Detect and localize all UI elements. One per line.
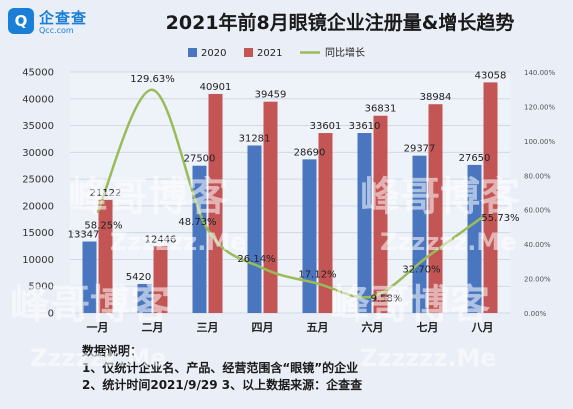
- data-label-2020-四月: 31281: [239, 133, 271, 144]
- bar-2020-六月: [357, 132, 372, 313]
- y-right-tick-label: 140.00%: [524, 69, 555, 77]
- y-left-tick-label: 40000: [22, 94, 54, 105]
- bar-2021-七月: [428, 104, 443, 313]
- data-label-2020-七月: 29377: [404, 144, 436, 155]
- y-left-tick-label: 5000: [29, 282, 54, 293]
- growth-label-五月: 17.12%: [298, 270, 336, 281]
- data-notes: 数据说明： 1、仅统计企业名、产品、经营范围含“眼镜”的企业 2、统计时间202…: [82, 343, 562, 394]
- y-left-tick-label: 25000: [22, 175, 54, 186]
- growth-line: [96, 88, 484, 299]
- data-label-2020-二月: 5420: [126, 272, 151, 283]
- qcc-logo: Q 企查查 Qcc.com: [8, 6, 118, 40]
- qcc-logo-icon: Q: [8, 8, 34, 34]
- y-left-tick-label: 10000: [22, 255, 54, 266]
- data-label-2021-五月: 33601: [310, 121, 342, 132]
- chart-title: 2021年前8月眼镜企业注册量&增长趋势: [165, 12, 515, 34]
- growth-label-四月: 26.14%: [237, 254, 275, 265]
- x-tick-label: 八月: [471, 321, 494, 334]
- growth-label-二月: 129.63%: [130, 74, 175, 85]
- bar-2020-七月: [412, 155, 427, 313]
- data-label-2020-八月: 27650: [459, 153, 491, 164]
- x-tick-label: 二月: [142, 321, 164, 334]
- growth-label-七月: 32.70%: [402, 265, 440, 276]
- legend-label-2020: 2020: [201, 48, 226, 59]
- bar-2021-三月: [208, 93, 223, 313]
- growth-label-六月: 9.58%: [371, 294, 403, 305]
- x-tick-label: 七月: [417, 320, 439, 334]
- bar-2020-二月: [137, 283, 152, 313]
- data-label-2020-六月: 33610: [349, 121, 381, 132]
- y-left-tick-label: 20000: [22, 201, 54, 212]
- bar-2021-一月: [98, 199, 113, 313]
- data-label-2021-四月: 39459: [255, 90, 287, 101]
- x-tick-label: 五月: [307, 321, 329, 334]
- data-label-2021-八月: 43058: [475, 70, 507, 81]
- notes-line-1: 1、仅统计企业名、产品、经营范围含“眼镜”的企业: [82, 361, 359, 375]
- bar-2021-八月: [483, 82, 498, 314]
- y-left-tick-label: 0: [48, 309, 54, 320]
- legend-label-2021: 2021: [257, 48, 282, 59]
- x-tick-label: 一月: [87, 321, 109, 334]
- notes-heading: 数据说明：: [82, 344, 143, 358]
- bar-2021-二月: [153, 246, 168, 313]
- y-right-tick-label: 20.00%: [524, 276, 551, 284]
- bar-2020-三月: [192, 165, 207, 313]
- logo-name: 企查查: [39, 9, 88, 27]
- growth-label-八月: 55.73%: [481, 213, 519, 224]
- x-tick-label: 四月: [252, 321, 274, 334]
- qcc-logo-letter: Q: [14, 12, 28, 30]
- data-label-2021-一月: 21122: [90, 188, 122, 199]
- y-right-tick-label: 40.00%: [524, 241, 551, 249]
- x-tick-label: 六月: [362, 320, 384, 334]
- bar-2021-六月: [373, 115, 388, 313]
- x-tick-label: 三月: [197, 321, 219, 334]
- bar-2021-四月: [263, 101, 278, 313]
- data-label-2020-一月: 13347: [68, 230, 100, 241]
- y-right-tick-label: 80.00%: [524, 172, 551, 180]
- bar-2020-八月: [467, 164, 482, 313]
- data-label-2021-七月: 38984: [420, 92, 452, 103]
- y-left-tick-label: 35000: [22, 121, 54, 132]
- bar-2021-五月: [318, 133, 333, 313]
- bar-2020-四月: [247, 145, 262, 313]
- data-label-2021-六月: 36831: [365, 104, 397, 115]
- data-label-2021-二月: 12446: [145, 234, 177, 245]
- bar-2020-五月: [302, 159, 317, 313]
- legend-label-growth: 同比增长: [325, 46, 365, 59]
- notes-line-2: 2、统计时间2021/9/29 3、以上数据来源：企查查: [82, 378, 363, 392]
- data-label-2021-三月: 40901: [200, 82, 232, 93]
- y-left-tick-label: 30000: [22, 148, 54, 159]
- legend-swatch-2020: [188, 48, 197, 57]
- logo-url: Qcc.com: [39, 26, 74, 35]
- growth-label-三月: 48.73%: [178, 217, 216, 228]
- y-left-tick-label: 45000: [22, 68, 54, 79]
- y-right-tick-label: 60.00%: [524, 207, 551, 215]
- legend-swatch-2021: [244, 48, 253, 57]
- data-label-2020-三月: 27500: [184, 154, 216, 165]
- growth-label-一月: 58.25%: [84, 221, 122, 232]
- y-left-tick-label: 15000: [22, 228, 54, 239]
- y-right-tick-label: 0.00%: [524, 310, 547, 318]
- bar-2020-一月: [82, 241, 97, 313]
- data-label-2020-五月: 28690: [294, 147, 326, 158]
- y-right-tick-label: 120.00%: [524, 103, 555, 111]
- y-right-tick-label: 100.00%: [524, 138, 555, 146]
